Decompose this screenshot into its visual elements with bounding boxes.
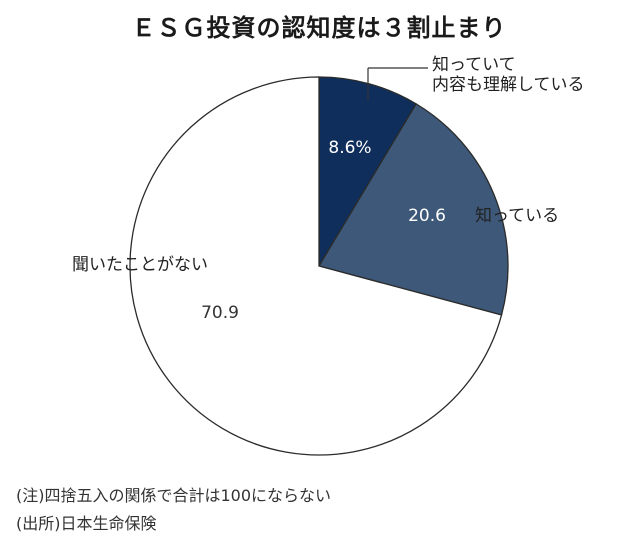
footnotes: (注)四捨五入の関係で合計は100にならない (出所)日本生命保険 [16,482,331,538]
slice-3-category-label: 聞いたことがない [72,255,208,275]
slice-1-value-label: 8.6% [328,138,371,158]
slice-3-value-label: 70.9 [201,303,239,323]
slice-2-category-label: 知っている [475,206,559,226]
pie-slice-2 [317,102,509,316]
pie-slice-3 [129,76,503,456]
chart-title: ＥＳＧ投資の認知度は３割止まり [131,14,507,42]
slice-1-category-label: 知っていて [432,55,516,75]
note-source: (出所)日本生命保険 [16,514,157,533]
pie-slice-1 [318,76,418,269]
slice-2-value-label: 20.6 [408,206,446,226]
slice-1-category-label: 内容も理解している [432,75,585,95]
note-rounding: (注)四捨五入の関係で合計は100にならない [16,486,332,505]
